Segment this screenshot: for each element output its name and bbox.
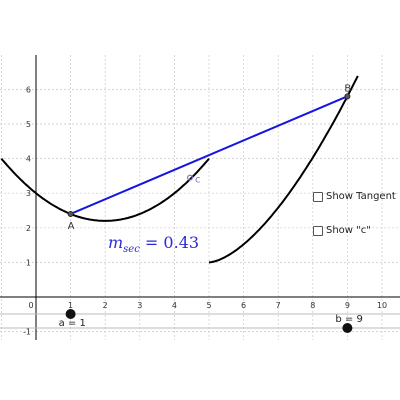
function-curve-left bbox=[0, 157, 210, 222]
slope-subscript: sec bbox=[123, 244, 140, 256]
tick-labels: 0 1 2 3 4 5 6 7 8 9 10 -1 1 2 3 4 5 6 bbox=[23, 85, 387, 336]
show-c-label: Show "c" bbox=[326, 225, 371, 236]
point-c-label: c bbox=[195, 175, 201, 186]
x-tick-label: 7 bbox=[276, 301, 281, 310]
point-b[interactable] bbox=[344, 93, 351, 100]
equals-sign: = bbox=[144, 233, 159, 252]
y-tick-label: 4 bbox=[26, 155, 31, 164]
slope-symbol: m bbox=[108, 233, 124, 252]
checkbox-box[interactable] bbox=[313, 191, 323, 202]
x-tick-label: 1 bbox=[68, 301, 73, 310]
x-tick-label: 2 bbox=[103, 301, 108, 310]
point-c[interactable] bbox=[186, 174, 193, 181]
point-a-label: A bbox=[68, 221, 75, 232]
slope-value: 0.43 bbox=[163, 233, 200, 252]
slider-b-label: b = 9 bbox=[335, 314, 362, 325]
sliders[interactable]: a = 1 b = 9 bbox=[0, 309, 400, 333]
slider-a-label: a = 1 bbox=[59, 318, 86, 329]
y-tick-label: -1 bbox=[23, 328, 31, 337]
axes bbox=[0, 55, 400, 340]
slider-b-handle[interactable] bbox=[342, 323, 353, 333]
y-tick-label: 3 bbox=[26, 189, 31, 198]
x-tick-label: 6 bbox=[241, 301, 246, 310]
slider-a-handle[interactable] bbox=[65, 309, 76, 319]
y-tick-label: 5 bbox=[26, 120, 31, 129]
show-tangent-checkbox[interactable]: Show Tangent bbox=[313, 191, 396, 202]
function-curve-right bbox=[208, 75, 359, 264]
x-tick-label: 9 bbox=[345, 301, 350, 310]
x-tick-label: 10 bbox=[377, 301, 387, 310]
x-tick-label: 8 bbox=[310, 301, 315, 310]
x-tick-label: 0 bbox=[28, 301, 33, 310]
secant-line bbox=[70, 95, 348, 215]
point-a[interactable] bbox=[67, 210, 74, 217]
show-tangent-label: Show Tangent bbox=[326, 191, 396, 202]
x-tick-label: 5 bbox=[206, 301, 211, 310]
x-tick-label: 4 bbox=[172, 301, 177, 310]
secant-slope-readout: msec = 0.43 bbox=[108, 233, 199, 255]
show-c-checkbox[interactable]: Show "c" bbox=[313, 225, 371, 236]
y-tick-label: 6 bbox=[26, 85, 31, 94]
x-tick-label: 3 bbox=[137, 301, 142, 310]
checkbox-box[interactable] bbox=[313, 225, 323, 236]
point-b-label: B bbox=[344, 83, 351, 94]
y-tick-label: 1 bbox=[26, 258, 31, 267]
y-tick-label: 2 bbox=[26, 224, 31, 233]
